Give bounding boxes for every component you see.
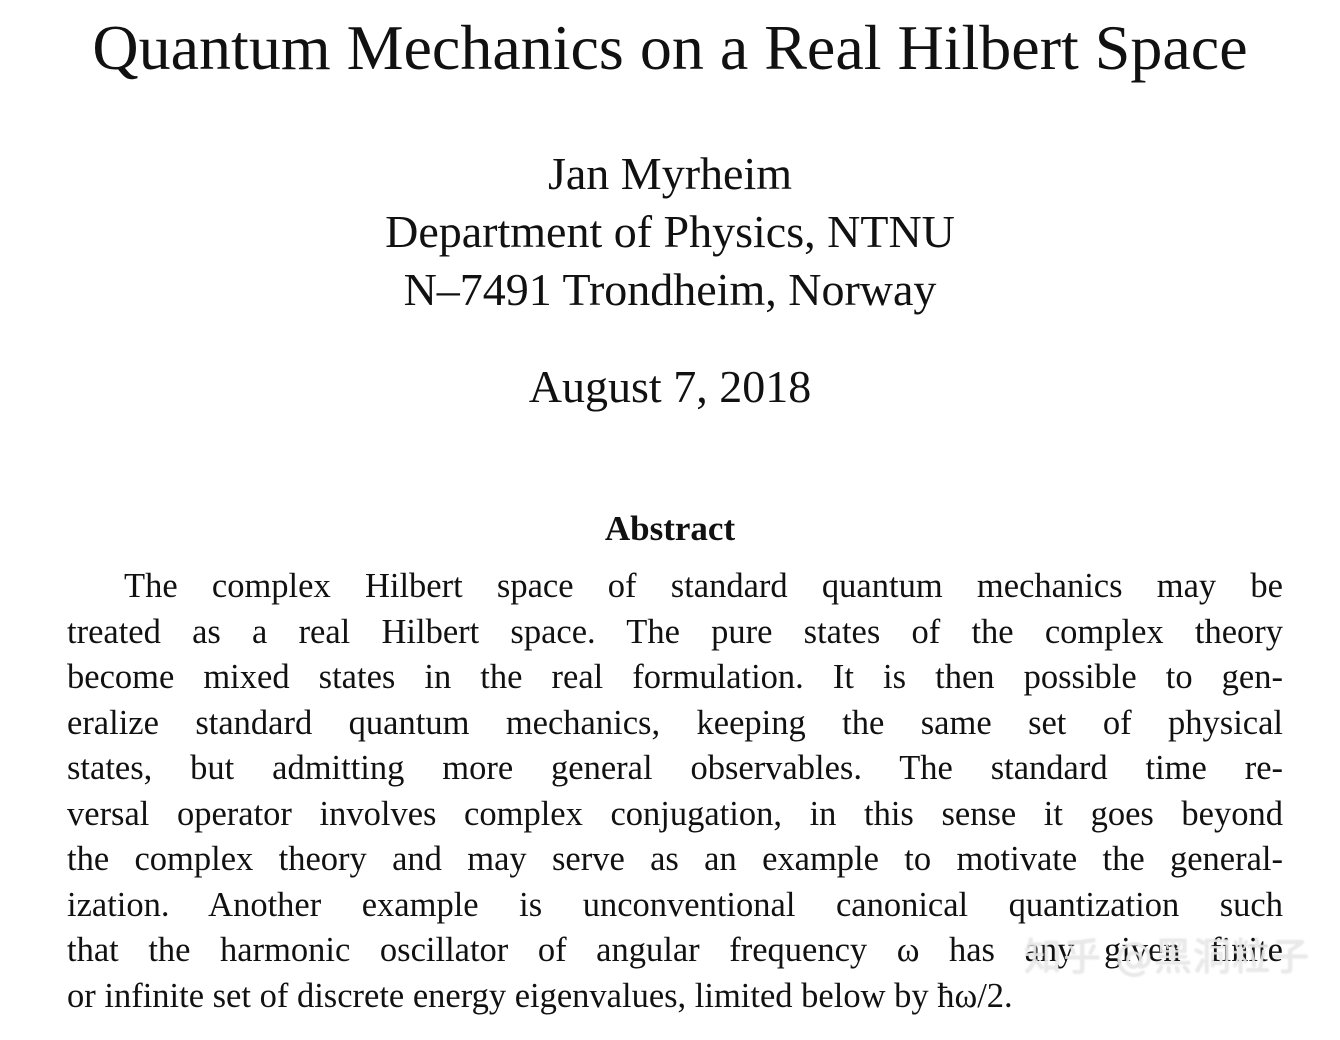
abstract-line: states, but admitting more general obser… bbox=[67, 749, 1283, 787]
abstract-line: or infinite set of discrete energy eigen… bbox=[67, 976, 1013, 1015]
abstract-line: The complex Hilbert space of standard qu… bbox=[124, 567, 1283, 605]
author-block: Jan Myrheim Department of Physics, NTNU … bbox=[0, 145, 1340, 319]
paper-title: Quantum Mechanics on a Real Hilbert Spac… bbox=[92, 12, 1248, 83]
abstract-line: eralize standard quantum mechanics, keep… bbox=[67, 703, 1283, 742]
abstract-line: treated as a real Hilbert space. The pur… bbox=[67, 612, 1283, 651]
abstract-line: that the harmonic oscillator of angular … bbox=[67, 931, 1283, 969]
abstract-line: become mixed states in the real formulat… bbox=[67, 658, 1283, 696]
author-name: Jan Myrheim bbox=[547, 148, 792, 199]
abstract-heading: Abstract bbox=[604, 509, 736, 548]
watermark: 知乎 @黑洞粒子 bbox=[1023, 935, 1310, 979]
abstract-line: the complex theory and may serve as an e… bbox=[67, 840, 1283, 878]
abstract-line: ization. Another example is unconvention… bbox=[67, 885, 1283, 924]
author-address: N–7491 Trondheim, Norway bbox=[403, 264, 937, 315]
paper-date: August 7, 2018 bbox=[528, 361, 812, 412]
abstract-line: versal operator involves complex conjuga… bbox=[67, 794, 1283, 833]
author-department: Department of Physics, NTNU bbox=[385, 206, 955, 257]
abstract-body: The complex Hilbert space of standard qu… bbox=[67, 564, 1283, 1019]
